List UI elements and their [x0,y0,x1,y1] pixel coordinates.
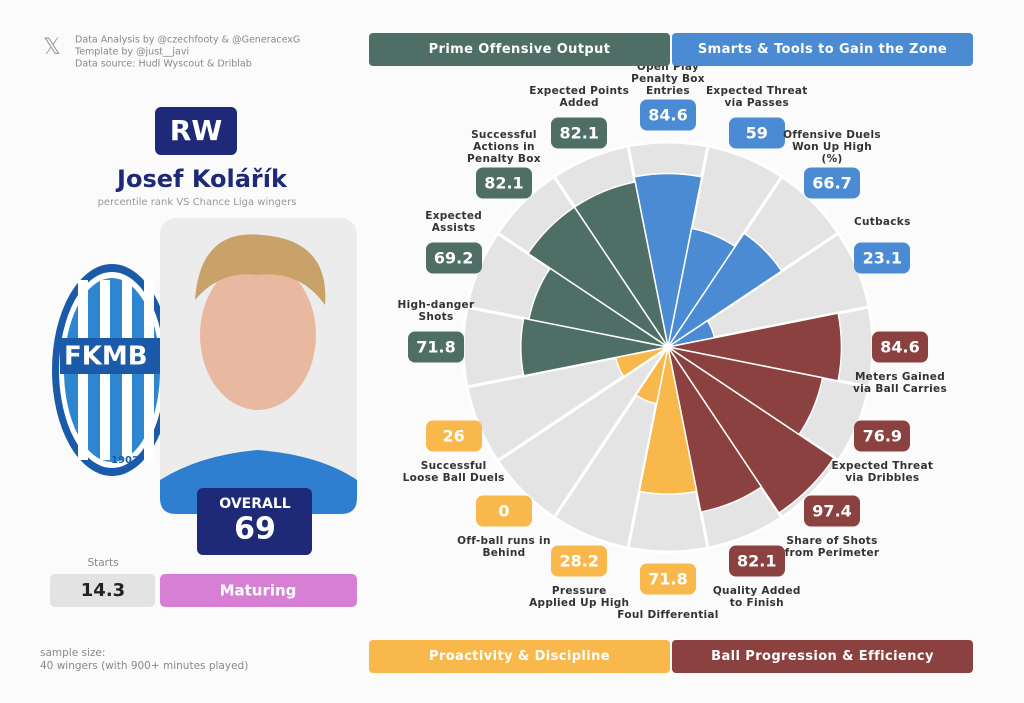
credit: Data source: Hudl Wyscout & Driblab [75,59,252,70]
value-label: 84.6 [872,331,928,363]
category-label: Meters Gained via Ball Carries [852,371,948,395]
category-label: Expected Threat via Dribbles [831,459,934,484]
category-label: Foul Differential [617,609,719,621]
status-box [160,574,357,607]
value-label: 82.1 [475,167,532,199]
category-label: Pressure Applied Up High [529,585,630,610]
club-year: 1902 [111,455,139,466]
category-label: Expected Points Added [529,84,630,109]
overall-box [197,488,312,555]
legend-item: Proactivity & Discipline [369,640,670,673]
credit: Data Analysis by @czechfooty & @Generace… [75,35,300,46]
category-label: High-danger Shots [397,299,475,323]
club-name: FKMB [64,342,148,372]
position-badge [155,107,237,155]
slice [638,346,698,495]
club-logo: FKMB 1902 [52,264,160,476]
status: Maturing [220,582,297,600]
footer: 40 wingers (with 900+ minutes played) [40,660,248,672]
slice [667,346,836,515]
category-label: Successful Loose Ball Duels [402,459,505,484]
value-label: 26 [425,420,482,452]
value-label: 84.6 [640,99,696,131]
x-logo: 𝕏 [43,35,61,60]
player-name: Josef Kolářík [115,165,288,193]
starts-value: 14.3 [81,580,125,601]
slice [667,232,783,348]
value-label: 69.2 [425,242,482,274]
category-label: Expected Assists [425,210,483,235]
category-label: Off-ball runs in Behind [457,535,551,560]
position: RW [170,114,223,147]
overall-value: 69 [234,512,276,547]
subtitle: percentile rank VS Chance Liga wingers [98,197,297,208]
starts-box [50,574,155,607]
slice [520,317,669,377]
slice [667,346,763,513]
photo-face [200,260,316,410]
category-label: Offensive Duels Won Up High (%) [783,128,881,165]
slice [667,312,843,382]
category-label: Share of Shots from Perimeter [784,535,880,560]
value-label: 82.1 [551,117,608,149]
value-label: 66.7 [804,167,861,199]
value-label: 28.2 [551,545,608,577]
legend-item: Ball Progression & Efficiency [672,640,973,673]
pizza-chart [461,140,875,554]
value-label: 0 [475,495,532,527]
slice [633,172,703,348]
category-label: Quality Added to Finish [712,585,801,610]
category-label: Cutbacks [853,216,911,229]
value-label: 82.1 [728,545,785,577]
overall-label: OVERALL [219,496,290,512]
value-label: 59 [728,117,785,149]
category-label: Successful Actions in Penalty Box [467,128,541,165]
legend-item: Prime Offensive Output [369,33,670,66]
value-label: 76.9 [854,420,911,452]
starts-label: Starts [87,557,118,569]
value-label: 71.8 [408,331,464,363]
credit: Template by @just__javi [74,47,189,58]
slice [634,346,669,405]
value-label: 71.8 [640,563,696,595]
legend-item: Smarts & Tools to Gain the Zone [672,33,973,66]
value-label: 97.4 [804,495,861,527]
category-label: Expected Threat via Passes [705,84,808,109]
photo-hair [195,234,326,305]
value-label: 23.1 [854,242,911,274]
footer: sample size: [40,647,105,659]
slice [573,181,669,348]
